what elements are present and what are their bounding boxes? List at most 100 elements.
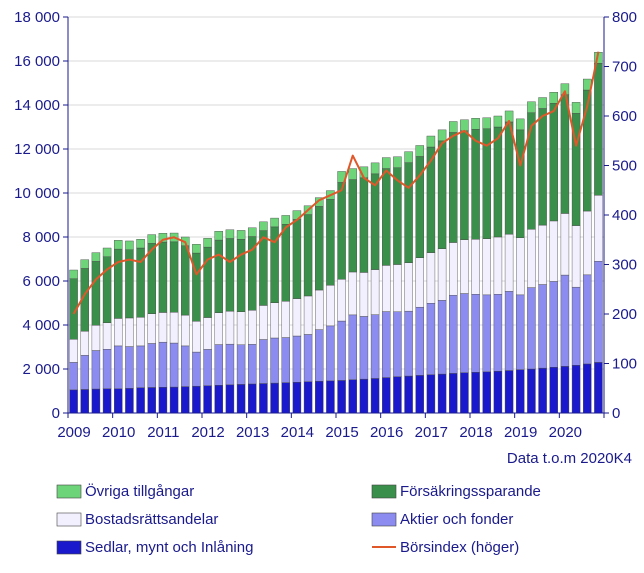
bar-2016K3-series-1 [404,310,413,377]
bar-2017K4-series-0 [460,372,469,414]
bar-2014K2-series-2 [303,295,313,335]
bar-2020K2-series-1 [571,286,581,366]
bar-2017K2-series-0 [437,373,447,414]
bar-2009K4-series-2 [102,322,112,350]
y-right-tick-label: 400 [612,207,637,224]
bar-2013K3-series-1 [270,337,279,384]
bar-2019K1-series-0 [516,369,525,414]
bar-2014K3-series-1 [315,329,324,382]
bar-2012K3-series-1 [225,343,235,386]
y-left-tick-label: 6 000 [22,273,60,290]
bar-2015K1-series-2 [337,279,346,322]
bar-2009K2-series-2 [80,330,89,356]
bar-2009K4-series-0 [102,388,112,414]
bar-2013K2-series-4 [259,221,268,231]
bar-2016K2-series-1 [393,311,402,377]
bar-2012K3-series-3 [225,238,235,312]
bar-2017K4-series-2 [460,239,469,294]
bar-2011K1-series-3 [158,241,168,313]
bar-2019K2-series-4 [527,101,536,113]
legend-swatch-2 [56,512,82,527]
y-left-tick-label: 12 000 [14,141,60,158]
y-left-tick-label: 8 000 [22,229,60,246]
y-left-tick-label: 16 000 [14,53,60,70]
bar-2010K2-series-1 [125,346,134,389]
bar-2014K1-series-1 [292,335,302,383]
bar-2017K2-series-4 [437,129,447,142]
bar-2013K4-series-3 [281,224,290,302]
bar-2011K3-series-2 [181,314,190,347]
bar-2012K1-series-4 [203,238,212,248]
bar-2019K4-series-0 [549,367,558,414]
legend-label-4: Sedlar, mynt och Inlåning [85,539,253,556]
bar-2015K2-series-2 [348,271,357,316]
bar-2012K1-series-2 [203,317,212,350]
bar-2010K3-series-2 [136,317,145,347]
bar-2020K1-series-3 [560,94,570,214]
y-right-tick-label: 800 [612,9,637,26]
bar-2016K2-series-0 [393,376,402,414]
bar-2016K4-series-2 [415,257,424,308]
legend-label-1: Försäkringssparande [400,483,541,500]
y-right-tick-label: 200 [612,306,637,323]
bar-2012K2-series-3 [214,239,223,313]
bar-2010K1-series-3 [114,248,123,319]
bar-2020K2-series-2 [571,225,581,288]
y-left-tick-label: 14 000 [14,97,60,114]
legend-swatch-4 [56,540,82,555]
bar-2018K1-series-4 [471,117,480,130]
bar-2009K1-series-4 [69,269,78,280]
bar-2011K2-series-1 [169,342,179,388]
bar-2020K2-series-4 [571,102,581,114]
x-tick-label-2013: 2013 [236,424,269,441]
bar-2011K1-series-1 [158,341,168,388]
bar-2012K2-series-2 [214,312,223,345]
bar-2020K4-series-3 [594,63,603,196]
bar-2013K1-series-1 [248,344,257,385]
bar-2010K2-series-2 [125,317,134,347]
bar-2014K4-series-1 [326,325,335,382]
bar-2020K4-series-0 [594,362,603,414]
x-tick-label-2016: 2016 [370,424,403,441]
bar-2012K4-series-1 [236,344,246,385]
bar-2015K1-series-1 [337,320,346,381]
bar-2012K1-series-1 [203,349,212,386]
bar-2019K2-series-0 [527,368,536,414]
bar-2014K3-series-0 [315,381,324,414]
bar-2017K2-series-1 [437,300,447,375]
bar-2017K4-series-1 [460,293,469,373]
bar-2013K2-series-0 [259,383,268,414]
bar-2011K1-series-0 [158,387,168,414]
axes: 0 2 000 4 000 6 000 8 000 10 000 12 000 14 000 1… [14,9,637,441]
bar-2011K4-series-4 [192,244,201,254]
bar-2018K2-series-4 [482,117,491,129]
bar-2019K3-series-2 [538,224,547,285]
bar-2020K3-series-1 [583,274,592,365]
bar-2017K4-series-3 [460,130,469,240]
bar-2013K3-series-2 [270,302,279,339]
y-right-tick-label: 0 [612,405,620,422]
bar-2013K1-series-0 [248,383,257,414]
bar-2013K2-series-1 [259,339,268,384]
bar-2012K2-series-0 [214,385,223,414]
bar-2020K3-series-2 [583,210,592,276]
bar-2012K4-series-4 [236,230,246,240]
bar-2019K2-series-2 [527,229,536,288]
bar-2020K3-series-0 [583,363,592,414]
legend-label-0: Övriga tillgångar [85,482,194,500]
bar-2011K4-series-2 [192,321,201,353]
bar-2009K4-series-1 [102,349,112,390]
bar-2011K1-series-2 [158,312,168,343]
bar-2017K1-series-1 [426,303,436,375]
y-left-tick-label: 0 [52,405,60,422]
bar-2017K2-series-2 [437,248,447,301]
bar-2014K2-series-0 [303,381,313,414]
bar-2017K3-series-4 [449,121,458,133]
bar-2015K4-series-3 [370,173,380,270]
bar-2010K4-series-4 [147,234,156,244]
bar-2018K3-series-4 [493,115,503,128]
bar-2010K1-series-1 [114,345,123,389]
bar-2019K4-series-4 [549,92,558,104]
x-tick-label-2009: 2009 [57,424,90,441]
